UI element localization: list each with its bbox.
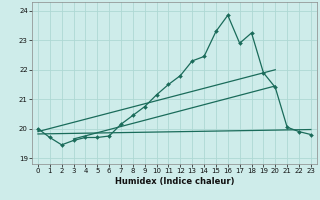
X-axis label: Humidex (Indice chaleur): Humidex (Indice chaleur) [115,177,234,186]
